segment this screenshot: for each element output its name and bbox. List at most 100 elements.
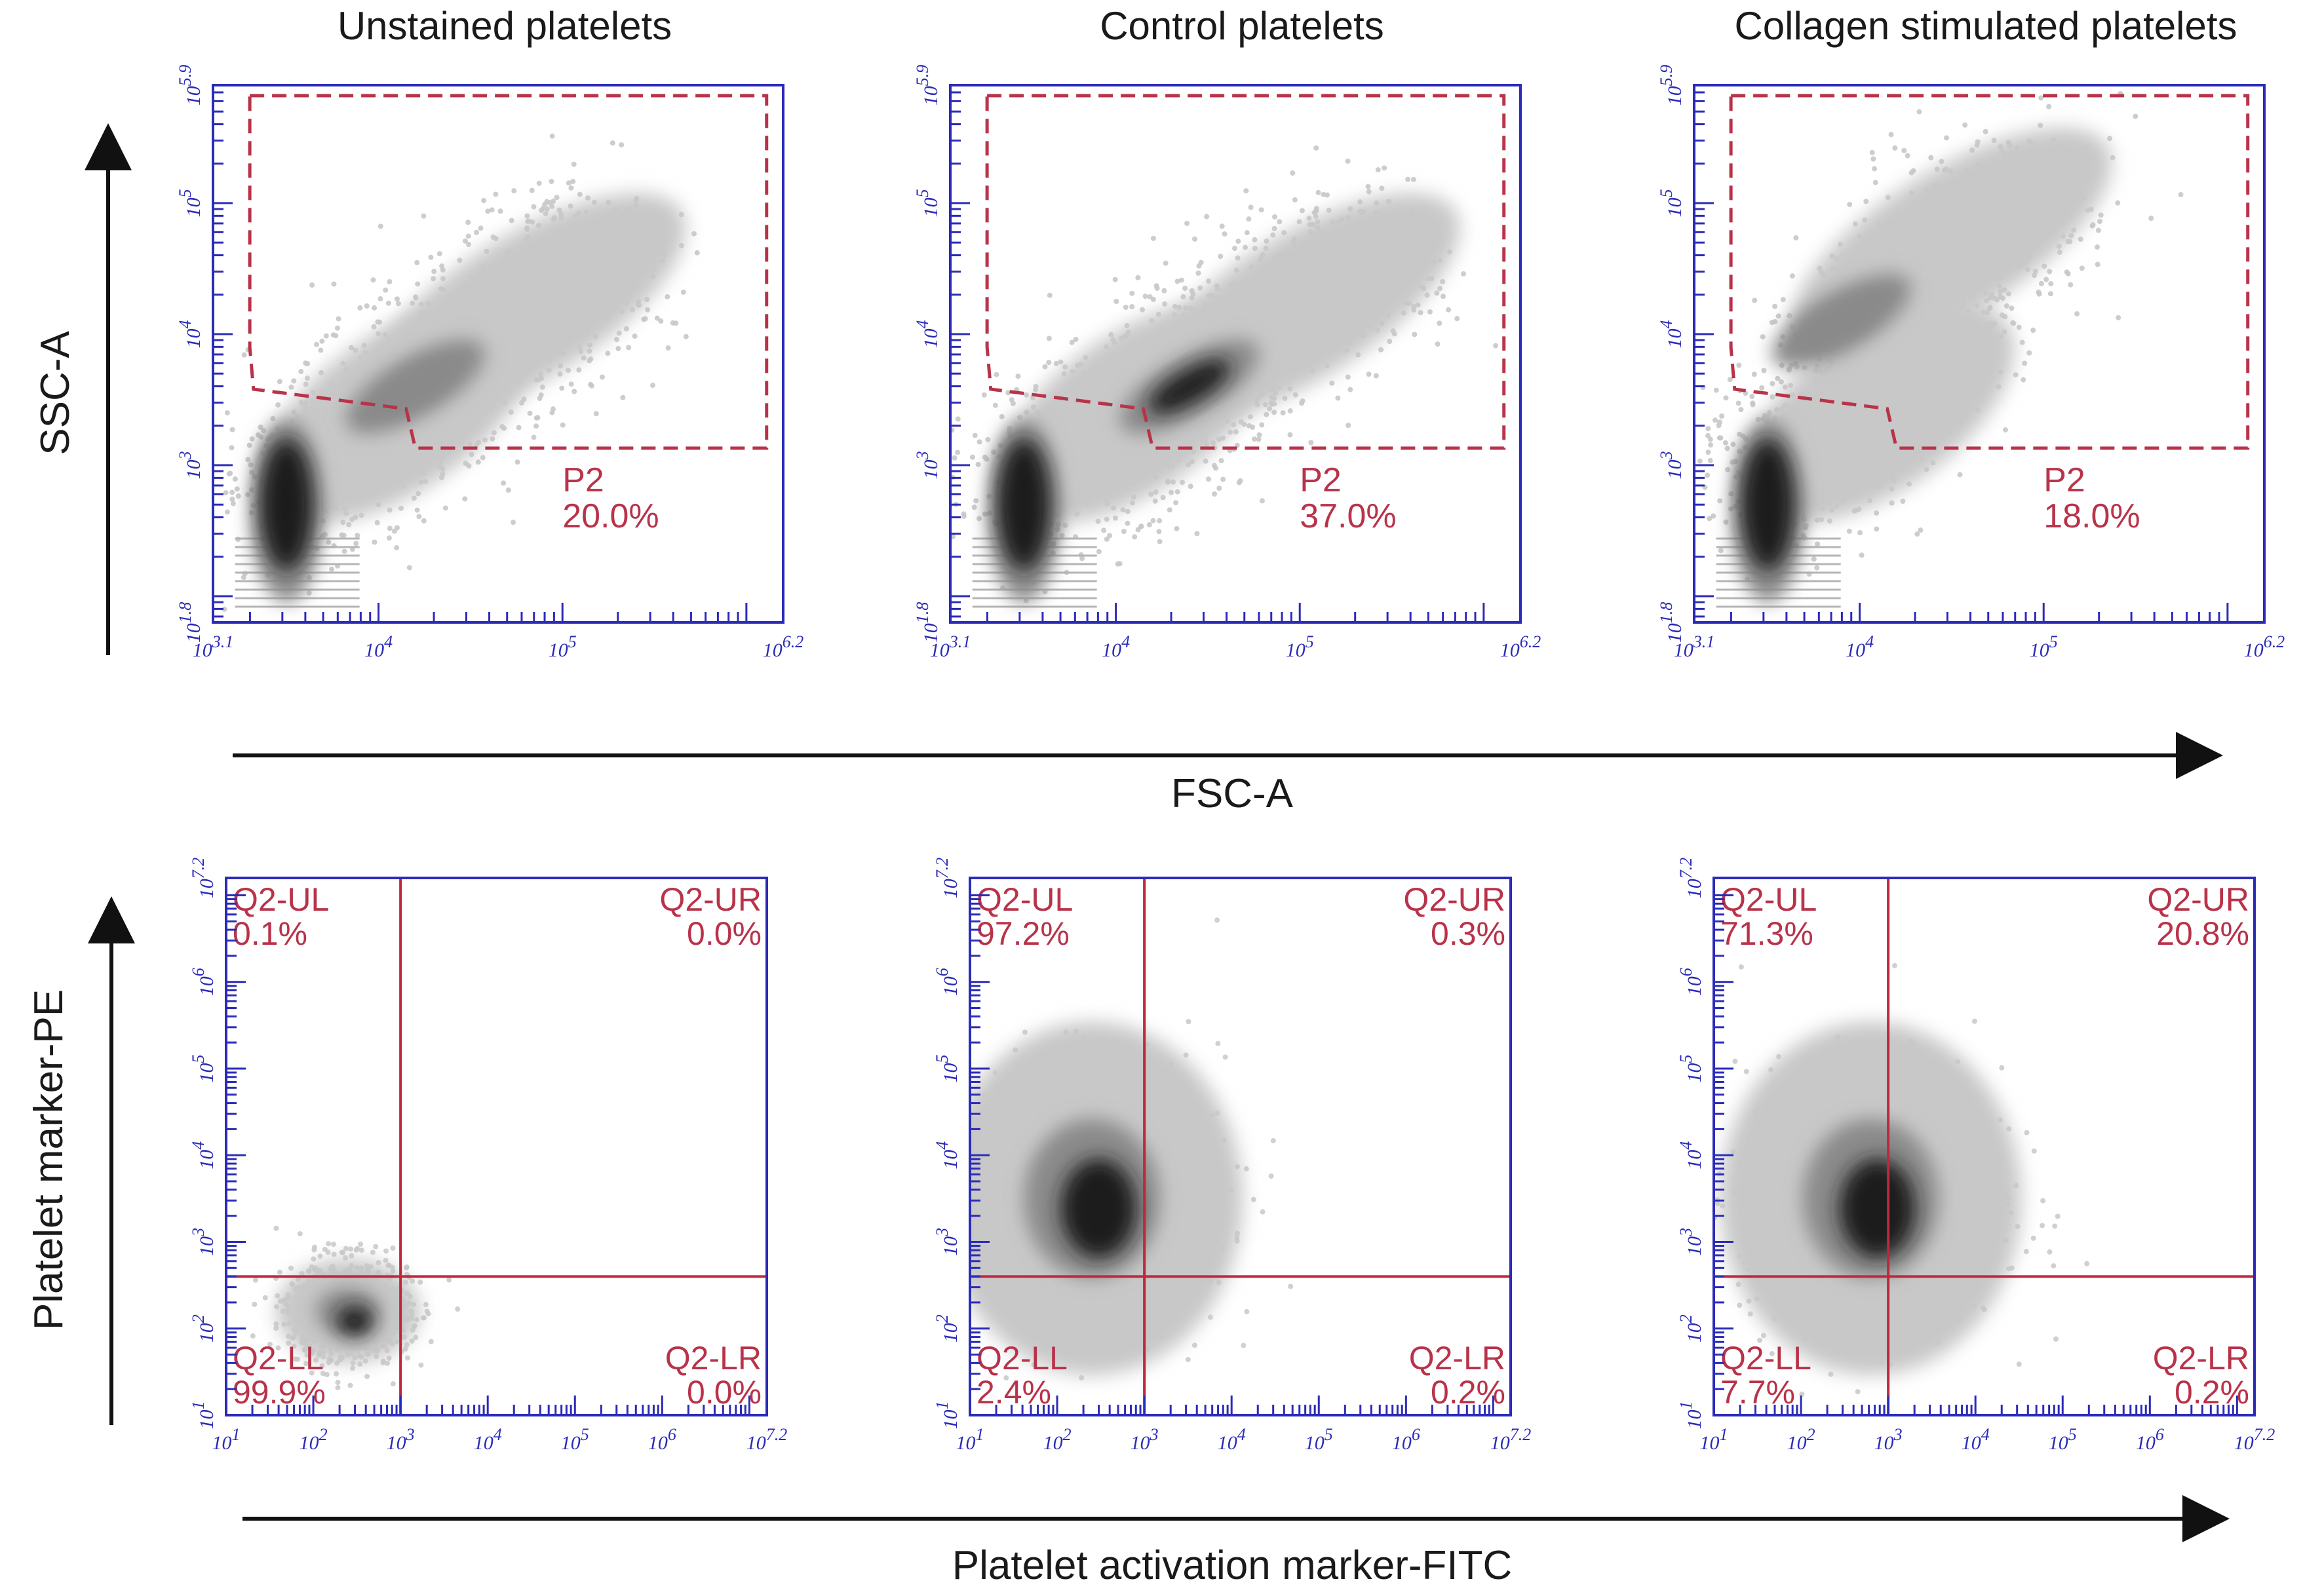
x-tick-label: 104 [1846, 632, 1874, 661]
y-tick-label: 107.2 [189, 858, 218, 899]
y-tick-label: 101.8 [1657, 602, 1686, 643]
x-tick-label: 106 [1392, 1425, 1420, 1454]
x-tick-label: 104 [474, 1425, 502, 1454]
y-tick-label: 104 [1676, 1141, 1705, 1169]
quadrant-percent: 0.3% [1431, 915, 1505, 952]
quadrant-name: Q2-UR [1403, 881, 1505, 918]
gate-percent: 37.0% [1300, 497, 1396, 535]
panel-4: Q2-UL0.1%Q2-UR0.0%Q2-LL99.9%Q2-LR0.0%101… [189, 858, 787, 1454]
plot-frame [969, 877, 1512, 1416]
density-cloud [250, 1225, 461, 1390]
y-tick-label: 104 [933, 1141, 961, 1169]
axis-ticks [1694, 91, 2229, 622]
y-tick-label: 103 [1676, 1228, 1705, 1256]
ssc-axis-label: SSC-A [33, 331, 78, 455]
x-tick-label: 101 [956, 1425, 984, 1454]
x-tick-label: 101 [1700, 1425, 1728, 1454]
y-tick-label: 105 [189, 1054, 218, 1082]
x-tick-label: 103 [1131, 1425, 1159, 1454]
quadrant-percent: 71.3% [1720, 915, 1813, 952]
x-tick-label: 104 [1962, 1425, 1990, 1454]
x-tick-label: 106.2 [763, 632, 804, 661]
x-tick-label: 103.1 [1674, 632, 1715, 661]
quadrant-name: Q2-UR [2147, 881, 2249, 918]
x-tick-label: 106.2 [1500, 632, 1541, 661]
gate-percent: 18.0% [2043, 497, 2140, 535]
x-tick-label: 103.1 [193, 632, 234, 661]
x-tick-label: 103 [387, 1425, 415, 1454]
plot-frame [225, 877, 768, 1416]
y-tick-label: 106 [933, 968, 961, 996]
gate-name: P2 [562, 461, 604, 499]
y-tick-label: 103 [913, 451, 942, 480]
x-tick-label: 102 [300, 1425, 328, 1454]
y-tick-label: 101.8 [176, 602, 204, 643]
plot-area [1714, 878, 2254, 1415]
density-cloud [222, 133, 700, 612]
gate-name: P2 [2043, 461, 2085, 499]
quadrant-name: Q2-LR [2153, 1340, 2249, 1377]
quadrant-name: Q2-UR [659, 881, 762, 918]
axis-ticks [969, 894, 1494, 1416]
y-tick-label: 104 [1657, 320, 1686, 349]
quadrant-percent: 0.0% [687, 915, 762, 952]
y-tick-label: 106 [1676, 968, 1705, 996]
density-cloud [1694, 90, 2184, 608]
plot-area [213, 85, 783, 622]
density-cloud [970, 917, 1294, 1381]
density-cloud [1714, 962, 2090, 1397]
y-tick-label: 101 [189, 1401, 218, 1430]
quadrant-name: Q2-LL [1720, 1340, 1811, 1377]
x-tick-label: 102 [1787, 1425, 1815, 1454]
x-tick-label: 104 [1102, 632, 1130, 661]
y-tick-label: 102 [1676, 1314, 1705, 1342]
x-tick-label: 103.1 [930, 632, 971, 661]
gate-p2 [248, 94, 769, 450]
axis-ticks [950, 91, 1485, 622]
axis-ticks [1712, 894, 2238, 1416]
y-tick-label: 102 [189, 1314, 218, 1342]
y-tick-label: 103 [189, 1228, 218, 1256]
x-tick-label: 106 [2136, 1425, 2164, 1454]
plot-area [950, 85, 1520, 622]
x-tick-label: 105 [2049, 1425, 2077, 1454]
gate-percent: 20.0% [562, 497, 659, 535]
x-tick-label: 106 [648, 1425, 676, 1454]
plot-area [226, 878, 767, 1415]
y-tick-label: 103 [1657, 451, 1686, 480]
quadrant-name: Q2-UL [233, 881, 329, 918]
panel-title: Control platelets [1100, 4, 1384, 48]
y-tick-label: 103 [933, 1228, 961, 1256]
y-tick-label: 104 [913, 320, 942, 349]
y-tick-label: 102 [933, 1314, 961, 1342]
y-tick-label: 104 [189, 1141, 218, 1169]
y-tick-label: 105.9 [1657, 65, 1686, 106]
quadrant-name: Q2-LR [665, 1340, 762, 1377]
plot-area [1694, 85, 2264, 622]
quadrant-name: Q2-UL [1720, 881, 1817, 918]
pe-axis-label: Platelet marker-PE [26, 989, 71, 1330]
quadrant-name: Q2-UL [977, 881, 1073, 918]
y-tick-label: 105 [1657, 189, 1686, 218]
quadrant-percent: 99.9% [233, 1374, 326, 1411]
quadrant-percent: 7.7% [1720, 1374, 1795, 1411]
x-tick-label: 105 [549, 632, 577, 661]
x-tick-label: 104 [1218, 1425, 1246, 1454]
quadrant-percent: 20.8% [2156, 915, 2249, 952]
x-tick-label: 106.2 [2244, 632, 2285, 661]
y-tick-label: 107.2 [1676, 858, 1705, 899]
y-tick-label: 104 [176, 320, 204, 349]
y-tick-label: 105 [913, 189, 942, 218]
y-tick-label: 107.2 [933, 858, 961, 899]
quadrant-name: Q2-LR [1409, 1340, 1505, 1377]
quadrant-percent: 0.2% [1431, 1374, 1505, 1411]
y-tick-label: 103 [176, 451, 204, 480]
y-tick-label: 101 [1676, 1401, 1705, 1430]
y-tick-label: 105 [933, 1054, 961, 1082]
plot-frame [1712, 877, 2256, 1416]
